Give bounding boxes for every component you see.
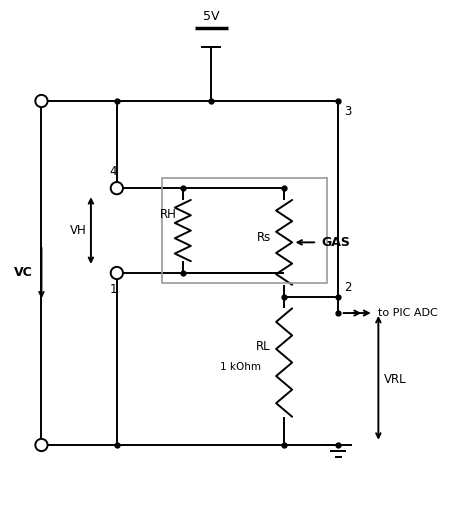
Text: 2: 2 bbox=[344, 281, 351, 294]
Text: VH: VH bbox=[70, 224, 86, 237]
Text: 1 kOhm: 1 kOhm bbox=[219, 362, 261, 372]
Text: GAS: GAS bbox=[322, 236, 351, 249]
Text: RL: RL bbox=[256, 340, 271, 352]
Text: VC: VC bbox=[14, 266, 33, 280]
Text: Rs: Rs bbox=[257, 231, 271, 244]
Text: VRL: VRL bbox=[384, 372, 407, 385]
Text: 4: 4 bbox=[109, 165, 117, 178]
Text: 3: 3 bbox=[344, 105, 351, 118]
Bar bbox=[162, 178, 327, 283]
Text: 5V: 5V bbox=[203, 10, 219, 23]
Text: to PIC ADC: to PIC ADC bbox=[378, 308, 438, 318]
Text: 1: 1 bbox=[109, 283, 117, 297]
Text: RH: RH bbox=[160, 208, 177, 221]
